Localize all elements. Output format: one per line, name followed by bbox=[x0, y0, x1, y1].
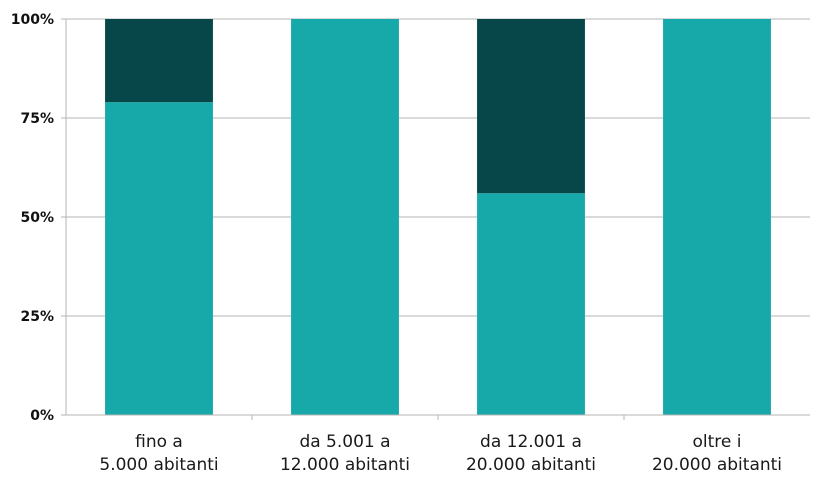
y-tick-label: 100% bbox=[11, 12, 54, 28]
x-tick-label-line: da 5.001 a bbox=[299, 432, 390, 452]
axes bbox=[61, 18, 810, 420]
bar-segment-dark-3 bbox=[477, 19, 585, 194]
x-tick-label-line: 20.000 abitanti bbox=[652, 455, 782, 475]
bar-segment-dark-1 bbox=[105, 19, 213, 103]
x-tick-label-line: 12.000 abitanti bbox=[280, 455, 410, 475]
x-tick-label-line: 20.000 abitanti bbox=[466, 455, 596, 475]
bar-segment-light-1 bbox=[105, 102, 213, 415]
y-tick-labels: 0% 25% 50% 75% 100% bbox=[11, 12, 54, 424]
x-tick-label: da 12.001 a 20.000 abitanti bbox=[466, 432, 596, 475]
x-tick-label-line: da 12.001 a bbox=[480, 432, 582, 452]
x-tick-label: oltre i 20.000 abitanti bbox=[652, 432, 782, 475]
x-tick-labels: fino a 5.000 abitanti da 5.001 a 12.000 abi… bbox=[99, 432, 782, 475]
bar-segment-light-3 bbox=[477, 193, 585, 415]
y-tick-label: 0% bbox=[30, 408, 54, 424]
y-tick-label: 25% bbox=[20, 309, 54, 325]
x-tick-label-line: fino a bbox=[135, 432, 183, 452]
bar-segment-light-2 bbox=[291, 19, 399, 415]
bar-segment-light-4 bbox=[663, 19, 771, 415]
y-tick-label: 75% bbox=[20, 111, 54, 127]
y-tick-label: 50% bbox=[20, 210, 54, 226]
x-tick-label-line: oltre i bbox=[693, 432, 742, 452]
bars bbox=[105, 19, 771, 415]
x-tick-label-line: 5.000 abitanti bbox=[99, 455, 218, 475]
x-tick-label: fino a 5.000 abitanti bbox=[99, 432, 218, 475]
x-tick-label: da 5.001 a 12.000 abitanti bbox=[280, 432, 410, 475]
